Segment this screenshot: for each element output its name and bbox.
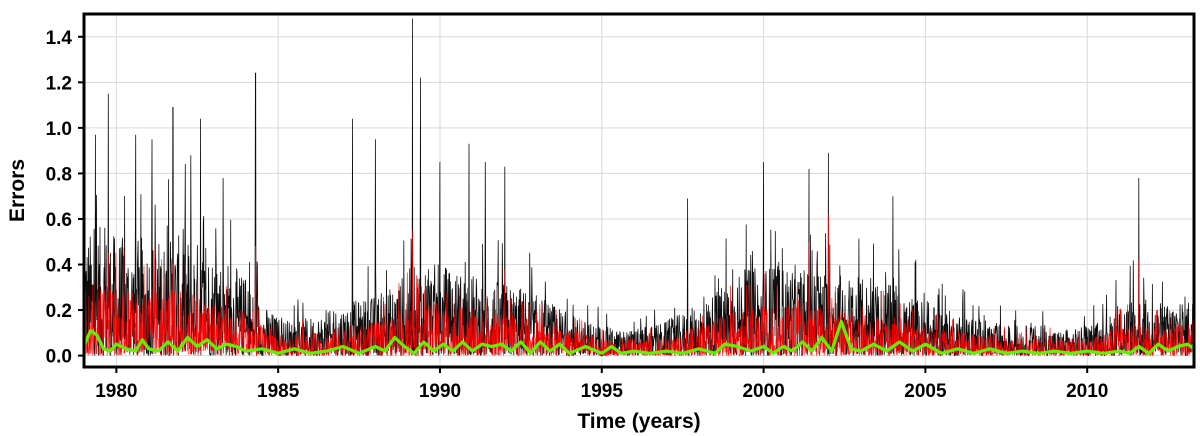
series-red-line xyxy=(83,214,1195,357)
x-tick-label: 2010 xyxy=(1066,381,1108,402)
y-tick-label: 1.0 xyxy=(46,119,72,140)
x-tick-label: 2005 xyxy=(904,381,947,402)
y-axis-title: Errors xyxy=(6,159,29,222)
series-layer xyxy=(82,18,1196,357)
x-tick-label: 2000 xyxy=(742,381,784,402)
y-tick-label: 1.2 xyxy=(46,73,72,94)
y-tick-label: 0.4 xyxy=(46,256,73,277)
x-tick-label: 1985 xyxy=(257,381,300,402)
y-tick-label: 0.0 xyxy=(46,347,72,368)
x-tick-label: 1995 xyxy=(581,381,624,402)
y-tick-label: 0.8 xyxy=(46,164,72,185)
grid-lines xyxy=(84,14,1194,367)
y-tick-label: 0.2 xyxy=(46,301,72,322)
y-tick-label: 0.6 xyxy=(46,210,72,231)
y-tick-label: 1.4 xyxy=(46,28,73,49)
x-tick-label: 1980 xyxy=(95,381,137,402)
axis-ticks: 1980 1985 1990 1995 2000 2005 2010 0.0 0.2 0.4 0.6… xyxy=(46,28,1109,402)
plot-frame xyxy=(82,12,1196,369)
series-black-line xyxy=(83,18,1195,357)
x-tick-label: 1990 xyxy=(419,381,461,402)
x-axis-title: Time (years) xyxy=(577,410,700,433)
series-green-smooth-line xyxy=(82,319,1196,355)
